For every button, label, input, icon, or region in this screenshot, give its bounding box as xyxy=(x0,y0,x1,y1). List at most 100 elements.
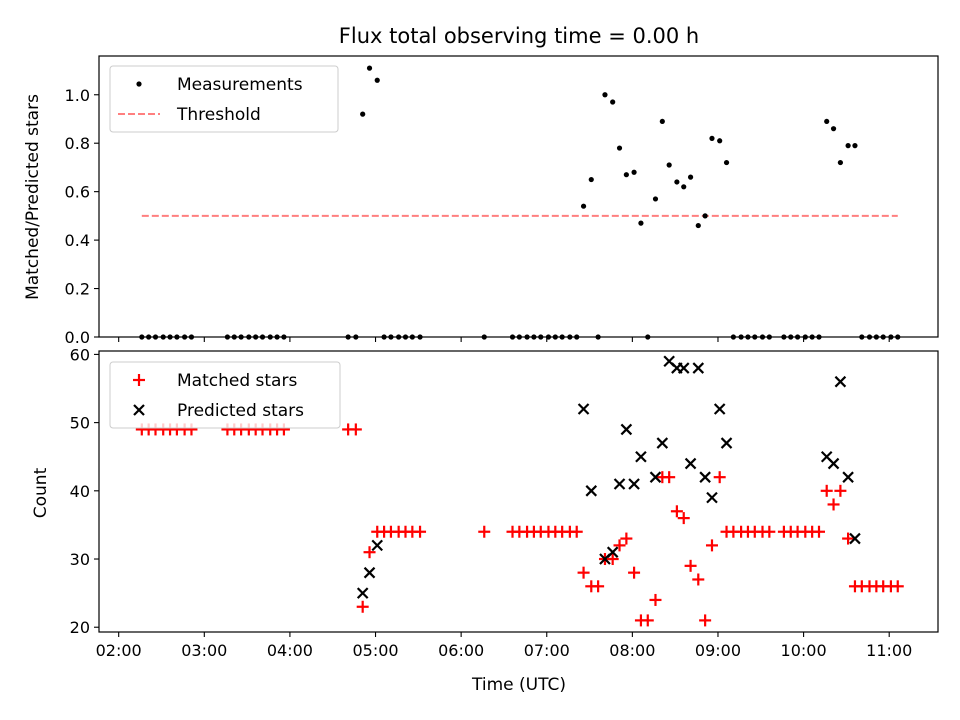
legend-predicted-marker xyxy=(133,404,145,416)
x-tick-label: 10:00 xyxy=(781,641,827,660)
measurement-point xyxy=(659,118,665,125)
bottom-x-axis-label: Time (UTC) xyxy=(471,675,566,695)
legend-measurements-label: Measurements xyxy=(177,75,303,95)
y-tick-label: 0.6 xyxy=(65,183,90,202)
x-tick-label: 05:00 xyxy=(352,641,398,660)
measurement-point xyxy=(588,176,594,183)
matched-star-point xyxy=(820,484,833,497)
matched-star-point xyxy=(699,614,712,627)
predicted-star-point xyxy=(656,437,669,449)
x-tick-label: 03:00 xyxy=(181,641,227,660)
x-tick-label: 06:00 xyxy=(438,641,484,660)
measurement-point xyxy=(366,65,373,71)
top-y-axis: 0.0 0.2 0.4 0.6 0.8 1.0 xyxy=(65,86,99,347)
predicted-star-point xyxy=(577,403,590,415)
top-x-axis xyxy=(118,337,890,342)
top-panel: 0.0 0.2 0.4 0.6 0.8 1.0 Matched/Predicted sta… xyxy=(23,55,939,347)
matched-star-point xyxy=(713,471,726,484)
matched-star-point xyxy=(812,525,825,538)
measurement-point xyxy=(709,135,715,141)
x-tick-label: 11:00 xyxy=(866,641,912,660)
predicted-star-point xyxy=(613,478,626,490)
matched-star-point xyxy=(891,580,904,593)
predicted-star-point xyxy=(620,423,633,436)
measurement-point xyxy=(852,143,858,149)
measurement-point xyxy=(837,159,844,166)
matched-star-point xyxy=(577,566,590,579)
matched-star-point xyxy=(606,553,619,566)
measurement-point xyxy=(702,213,708,219)
measurement-point xyxy=(717,138,723,144)
measurement-point xyxy=(623,172,629,178)
bottom-panel: 20 30 40 50 60 02:00 03:00 04:00 05:00 06:00 07:0… xyxy=(31,345,939,695)
matched-star-point xyxy=(414,525,427,538)
matched-star-point xyxy=(663,471,676,484)
y-tick-label: 0.4 xyxy=(65,231,90,250)
measurement-point xyxy=(687,174,694,180)
y-tick-label: 60 xyxy=(70,345,90,364)
bottom-legend: Matched stars Predicted stars xyxy=(109,361,341,429)
measurement-point xyxy=(830,126,837,132)
x-tick-label: 07:00 xyxy=(524,641,570,660)
legend-threshold-label: Threshold xyxy=(176,105,261,125)
measurement-point xyxy=(374,77,380,83)
matched-star-point xyxy=(349,423,362,436)
x-tick-label: 02:00 xyxy=(96,641,142,660)
top-legend: Measurements Threshold xyxy=(109,65,339,133)
matched-star-point xyxy=(842,532,855,545)
measurement-point xyxy=(610,99,616,105)
predicted-star-point xyxy=(585,485,598,497)
matched-star-point xyxy=(592,580,605,593)
predicted-star-point xyxy=(849,532,861,545)
predicted-star-point xyxy=(692,362,705,374)
predicted-star-point xyxy=(628,478,640,490)
matched-star-point xyxy=(356,600,369,613)
matched-star-point xyxy=(628,566,641,579)
y-tick-label: 0.2 xyxy=(65,280,90,299)
x-tick-label: 08:00 xyxy=(609,641,655,660)
matched-star-point xyxy=(670,505,683,518)
bottom-y-axis-label: Count xyxy=(31,467,51,518)
predicted-star-point xyxy=(363,566,376,579)
y-tick-label: 50 xyxy=(70,414,90,433)
bottom-legend-box xyxy=(109,361,341,429)
legend-predicted-label: Predicted stars xyxy=(177,401,304,421)
y-tick-label: 40 xyxy=(70,482,90,501)
figure-title: Flux total observing time = 0.00 h xyxy=(339,24,699,48)
y-tick-label: 20 xyxy=(70,618,90,637)
matched-star-point xyxy=(649,593,662,606)
legend-measurements-marker xyxy=(136,81,142,87)
matched-star-point xyxy=(684,559,697,572)
measurement-point xyxy=(824,118,830,125)
measurement-point xyxy=(652,196,659,202)
measurement-point xyxy=(674,179,680,185)
measurement-point xyxy=(602,92,608,98)
matched-star-point xyxy=(620,532,633,545)
predicted-star-point xyxy=(635,450,647,463)
y-tick-label: 0.8 xyxy=(65,134,90,153)
predicted-star-point xyxy=(827,457,840,470)
y-tick-label: 0.0 xyxy=(65,328,90,347)
predicted-star-point xyxy=(371,539,384,552)
measurement-point xyxy=(638,220,644,226)
measurement-point xyxy=(580,203,587,209)
predicted-star-point xyxy=(684,457,697,470)
predicted-star-point xyxy=(834,375,847,388)
predicted-star-point xyxy=(677,362,690,374)
bottom-x-axis: 02:00 03:00 04:00 05:00 06:00 07:00 08:00 09:00… xyxy=(96,632,912,660)
predicted-star-point xyxy=(720,437,733,449)
legend-matched-label: Matched stars xyxy=(177,371,297,391)
measurement-point xyxy=(723,159,730,166)
measurement-point xyxy=(360,111,366,117)
measurement-point xyxy=(616,145,623,151)
matched-star-point xyxy=(613,539,626,552)
measurement-point xyxy=(845,143,851,149)
bottom-y-axis: 20 30 40 50 60 xyxy=(70,345,99,637)
matched-star-point xyxy=(677,512,690,525)
predicted-star-point xyxy=(713,403,726,415)
top-y-axis-label: Matched/Predicted stars xyxy=(23,94,43,300)
bottom-plot-area xyxy=(135,355,904,627)
predicted-star-point xyxy=(842,471,854,483)
y-tick-label: 30 xyxy=(70,550,90,569)
